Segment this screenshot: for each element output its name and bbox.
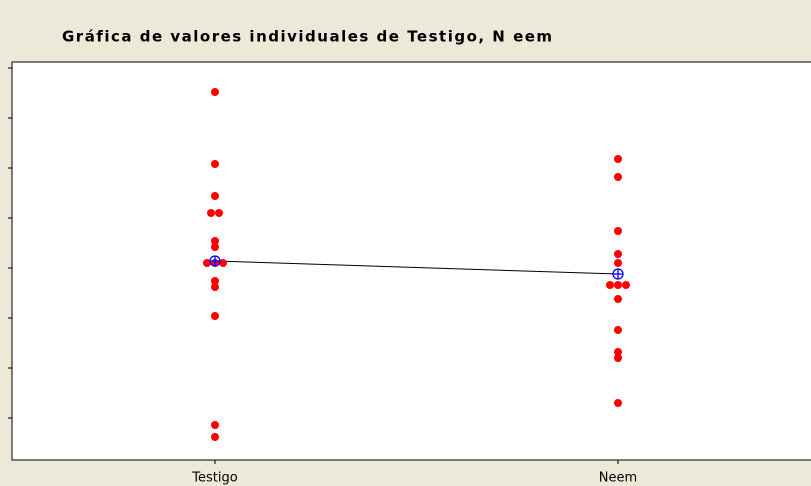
plot-area: [12, 62, 811, 460]
data-point: [606, 281, 614, 289]
data-point: [614, 173, 622, 181]
data-point: [211, 88, 219, 96]
data-point: [219, 259, 227, 267]
data-point: [215, 209, 223, 217]
data-point: [211, 421, 219, 429]
data-point: [207, 209, 215, 217]
data-point: [211, 237, 219, 245]
data-point: [211, 277, 219, 285]
chart-title: Gráfica de valores individuales de Testi…: [62, 28, 554, 46]
data-point: [614, 326, 622, 334]
data-point: [614, 399, 622, 407]
data-point: [203, 259, 211, 267]
x-tick-label: Testigo: [191, 471, 237, 486]
data-point: [614, 259, 622, 267]
data-point: [211, 312, 219, 320]
data-point: [614, 155, 622, 163]
data-point: [614, 227, 622, 235]
data-point: [211, 433, 219, 441]
data-point: [614, 348, 622, 356]
data-point: [211, 160, 219, 168]
data-point: [622, 281, 630, 289]
data-point: [211, 283, 219, 291]
data-point: [614, 295, 622, 303]
mean-marker: [209, 255, 221, 267]
x-tick-label: Neem: [599, 471, 637, 486]
mean-line: [214, 260, 619, 275]
data-point: [614, 281, 622, 289]
data-point: [211, 192, 219, 200]
mean-marker: [612, 268, 624, 280]
data-point: [614, 354, 622, 362]
data-point: [614, 250, 622, 258]
data-point: [211, 243, 219, 251]
axis-frame: [11, 61, 811, 461]
